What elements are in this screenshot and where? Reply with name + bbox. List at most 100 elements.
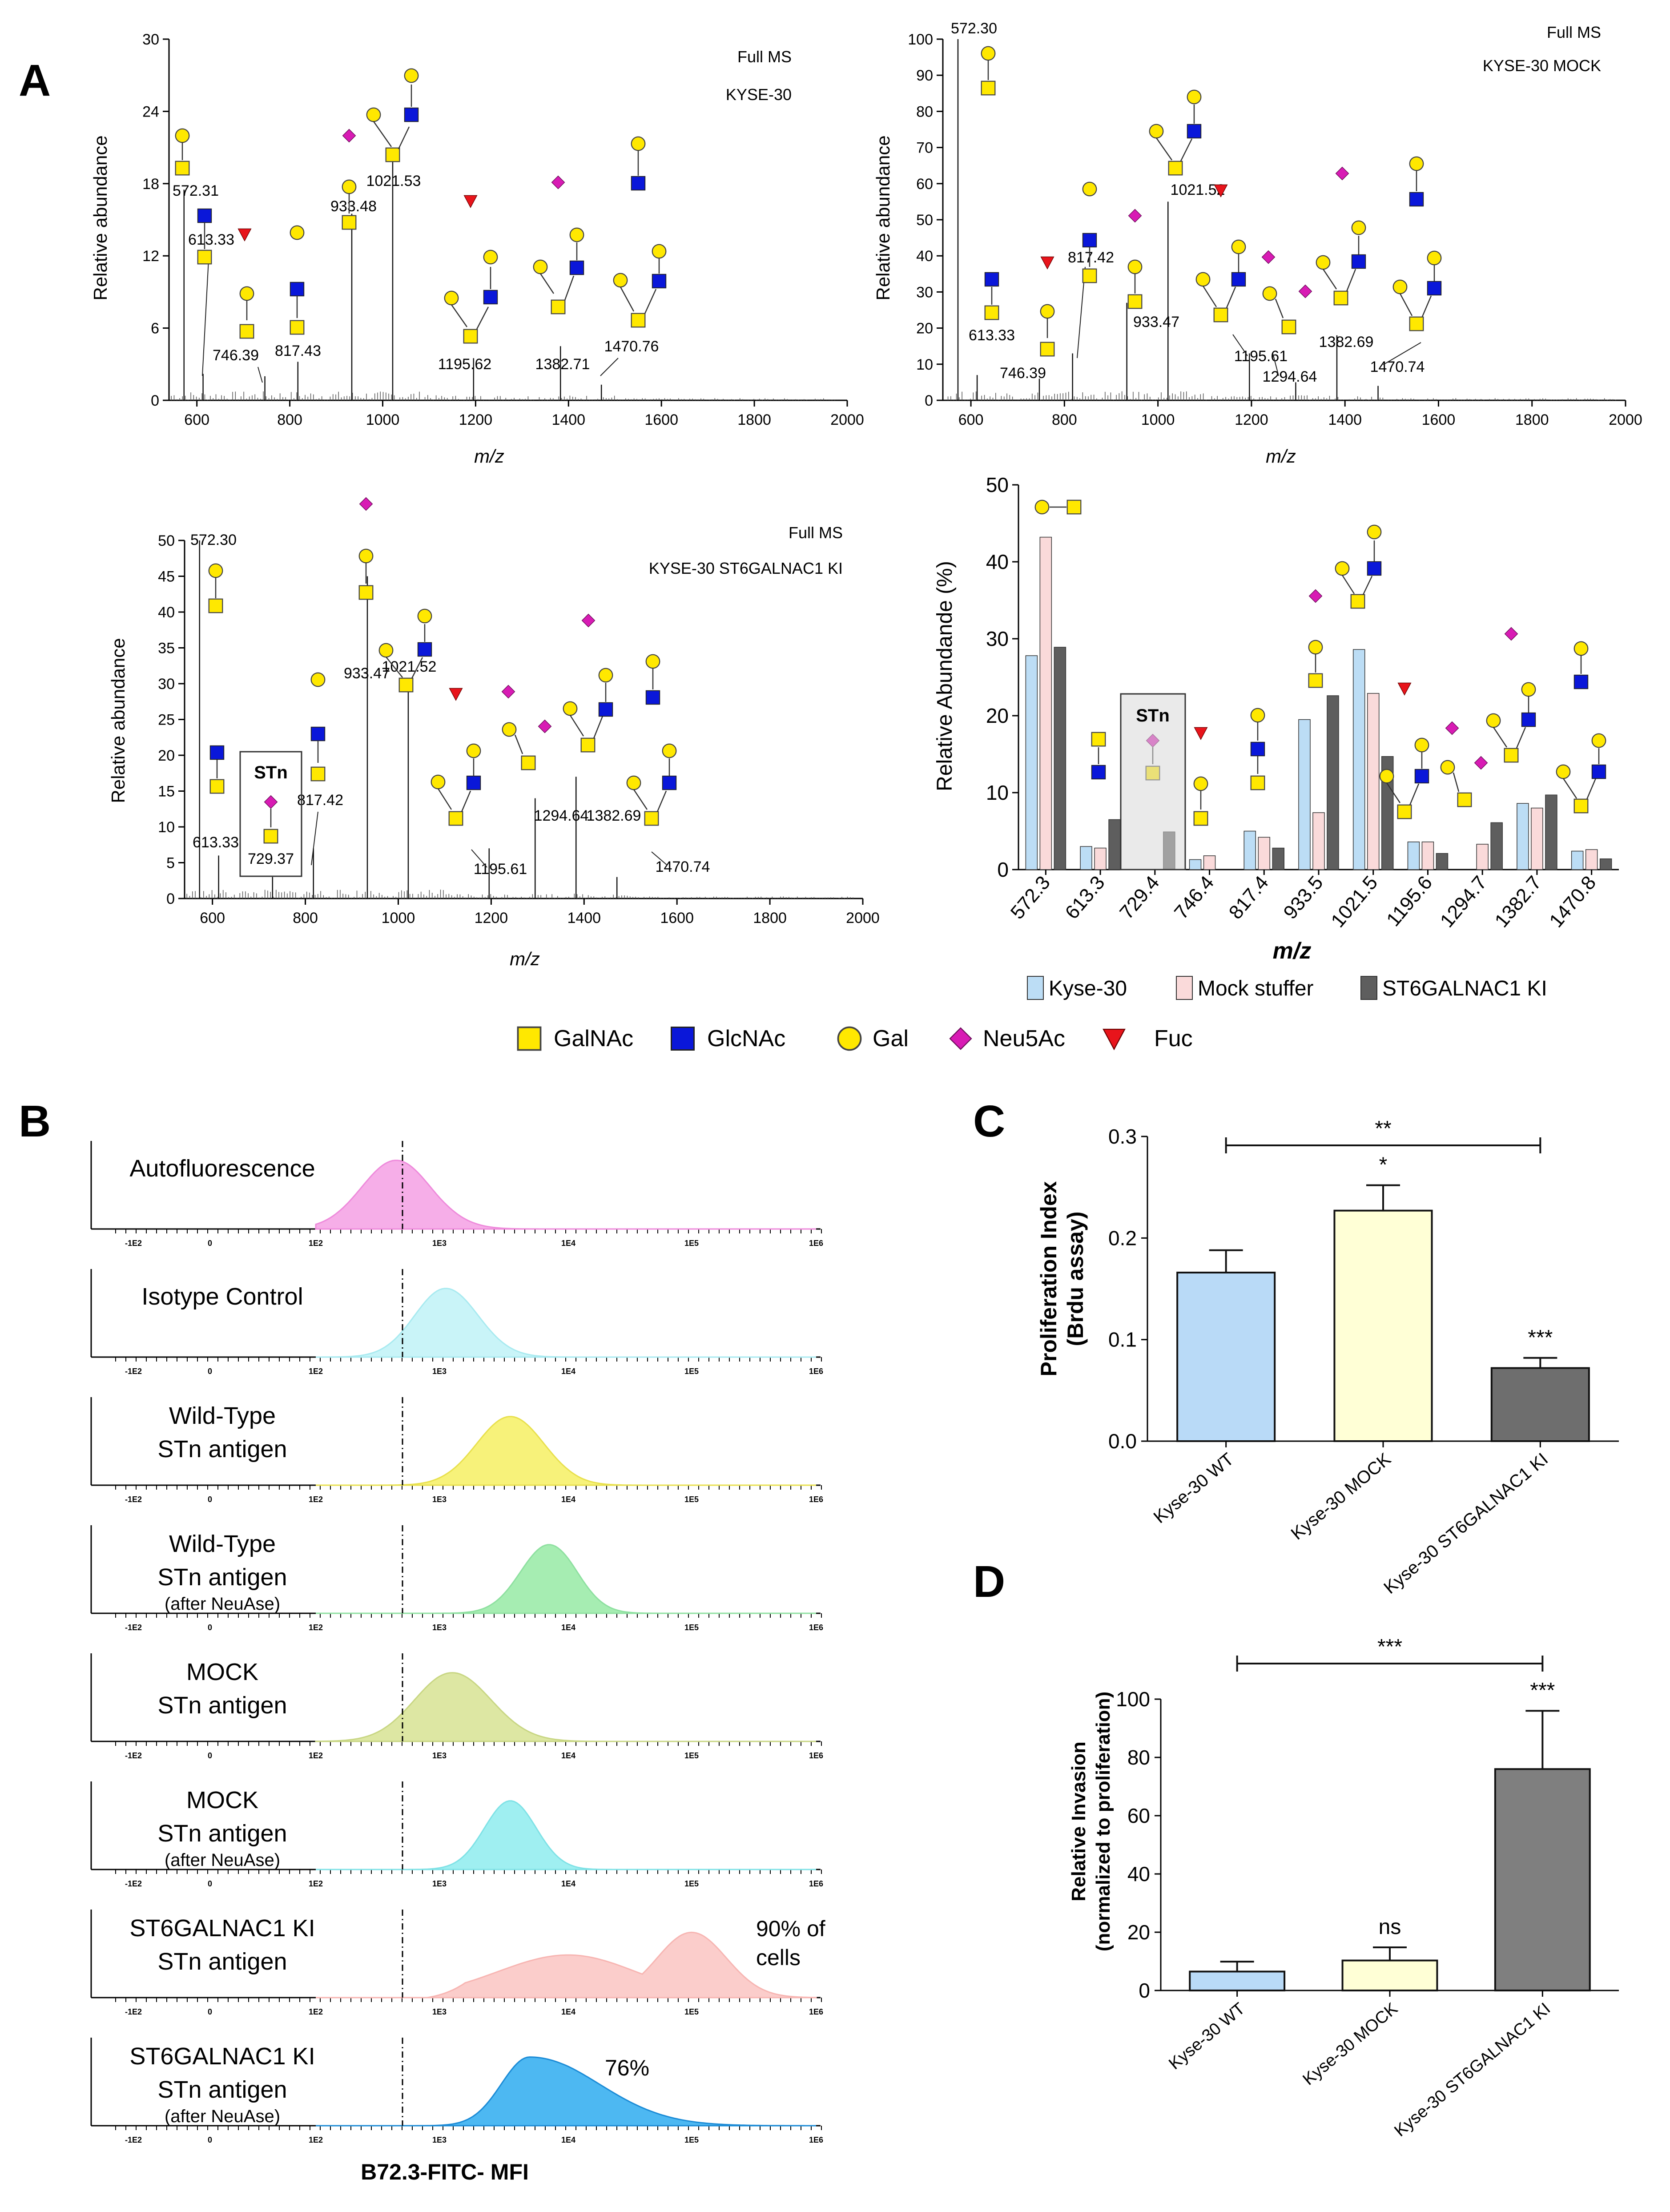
flow-row: -1E2 0 1E2 1E3 1E4 1E5 1E6 Isotype Control — [90, 1269, 823, 1376]
ms-peak-label: 1382.69 — [1319, 334, 1374, 351]
panel-label-a: A — [19, 56, 51, 105]
ms-x-tick-label: 1800 — [753, 910, 787, 927]
galnac-square-icon — [463, 329, 478, 344]
abund-x-tick-label: 1195.6 — [1382, 872, 1437, 931]
galnac-square-icon — [1333, 290, 1348, 306]
glycan-link — [411, 657, 423, 679]
ms3-subtitle: KYSE-30 ST6GALNAC1 KI — [649, 559, 843, 577]
bar — [1494, 1768, 1591, 1991]
glycan-link — [476, 306, 489, 330]
fucose-triangle-icon — [463, 195, 478, 208]
abund-x-tick-label: 729.4 — [1115, 872, 1163, 923]
flow-row-label: STn antigen — [157, 1436, 287, 1463]
ms-peak-pointer — [202, 251, 209, 376]
flow-row-label: STn antigen — [157, 1564, 287, 1591]
neu5ac-diamond-icon — [264, 795, 278, 809]
glcnac-square-icon — [1250, 741, 1265, 757]
ms-peak-pointer — [1383, 342, 1421, 365]
gal-circle-icon — [533, 259, 548, 274]
glycan-link — [539, 273, 555, 294]
flow-row: -1E2 0 1E2 1E3 1E4 1E5 1E6 MOCK STn antigen — [90, 1653, 823, 1760]
bar-y-tick-label: 20 — [1127, 1921, 1150, 1944]
ms-peak-label: 817.43 — [275, 342, 321, 359]
ms-y-tick-label: 20 — [158, 747, 175, 764]
ms-x-tick-label: 1200 — [475, 910, 508, 927]
gal-circle-icon — [1573, 641, 1589, 656]
flow-row-sublabel: (after NeuAse) — [165, 2107, 280, 2126]
ms-y-tick-label: 70 — [916, 140, 933, 157]
flow-row-label: Isotype Control — [141, 1283, 303, 1310]
legend-glcnac-label: GlcNAc — [707, 1026, 785, 1052]
gal-circle-icon — [569, 227, 584, 242]
glcnac-square-icon — [1187, 124, 1202, 139]
galnac-square-icon — [551, 299, 566, 314]
flow-x-tick-label: 1E5 — [684, 1367, 699, 1376]
ms-spectrum-mock: 0 10 20 30 40 50 60 70 80 90 100 600 800 1000 1200 1400… — [873, 20, 1642, 467]
glcnac-square-icon — [1367, 561, 1382, 576]
panel-label-d: D — [973, 1557, 1005, 1607]
gal-circle-icon — [631, 136, 646, 151]
ms-peak-label: 572.31 — [173, 182, 219, 199]
galnac-square-icon — [1409, 316, 1424, 331]
bar-y-tick-label: 0.3 — [1108, 1125, 1137, 1148]
legend-label-mock: Mock stuffer — [1198, 977, 1314, 1000]
gal-circle-icon — [1409, 156, 1424, 171]
glcnac-square-icon — [1351, 254, 1366, 269]
flow-histogram — [316, 1800, 816, 1870]
gal-circle-icon — [1231, 239, 1246, 254]
abund-bar — [1517, 803, 1529, 870]
significance-bracket-label: *** — [1377, 1635, 1402, 1659]
galnac-square-icon — [1250, 775, 1265, 790]
fucose-triangle-icon — [1040, 256, 1054, 270]
panel-label-b: B — [19, 1096, 51, 1146]
abund-x-tick-label: 572.3 — [1006, 872, 1054, 923]
flow-row: -1E2 0 1E2 1E3 1E4 1E5 1E6 ST6GALNAC1 KI STn ant… — [90, 2038, 823, 2144]
ms-y-tick-label: 10 — [916, 356, 933, 373]
abund-bar — [1108, 819, 1121, 870]
glcnac-square-icon — [483, 290, 498, 305]
flow-x-tick-label: 1E6 — [809, 1495, 823, 1504]
gal-circle-icon — [1335, 561, 1350, 576]
gal-circle-icon — [417, 608, 432, 624]
flow-x-tick-label: 1E5 — [684, 2135, 699, 2144]
flow-x-tick-label: -1E2 — [125, 2135, 142, 2144]
flow-x-tick-label: 1E4 — [561, 1751, 575, 1760]
glcnac-square-icon — [662, 775, 677, 790]
flow-x-tick-label: 0 — [208, 1751, 212, 1760]
glycan-link — [1453, 772, 1460, 792]
glcnac-square-icon — [290, 282, 305, 297]
gal-circle-icon — [366, 107, 381, 122]
galnac-square-icon — [1193, 811, 1208, 826]
abund-bar — [1203, 855, 1216, 870]
abund-y-tick-label: 30 — [986, 627, 1009, 650]
galnac-square-icon — [984, 305, 999, 320]
flow-x-tick-label: 1E5 — [684, 1239, 699, 1248]
flow-x-tick-label: 1E2 — [309, 2135, 323, 2144]
stn-box-ms3-label: STn — [254, 763, 288, 782]
ms-peak-label: 933.48 — [330, 198, 377, 215]
significance-label: ns — [1379, 1915, 1401, 1939]
gal-circle-icon — [981, 46, 996, 61]
ms1-title: Full MS — [737, 48, 792, 66]
ms-peak-label: 572.30 — [190, 532, 237, 548]
flow-x-tick-label: -1E2 — [125, 2007, 142, 2016]
glycan-link — [1341, 575, 1355, 594]
flow-row: -1E2 0 1E2 1E3 1E4 1E5 1E6 Wild-Type STn antigen… — [90, 1525, 823, 1632]
flow-row-label: Autofluorescence — [129, 1155, 315, 1182]
ms-x-tick-label: 1800 — [1515, 411, 1549, 428]
abund-x-tick-label: 613.3 — [1061, 872, 1109, 923]
galnac-square-icon — [580, 737, 596, 753]
bar-y-tick-label: 40 — [1127, 1862, 1150, 1886]
glcnac-square-icon — [466, 775, 481, 790]
gal-circle-icon — [1414, 737, 1429, 753]
abund-bar — [1407, 841, 1420, 870]
ms-y-tick-label: 25 — [158, 712, 175, 729]
galnac-square-icon — [209, 779, 225, 794]
ms-peak-label: 1382.69 — [587, 807, 641, 824]
neu5ac-diamond-icon — [581, 613, 596, 628]
ms-peak-label: 613.33 — [193, 834, 239, 851]
glycan-link — [1409, 783, 1420, 806]
flow-x-tick-label: -1E2 — [125, 1495, 142, 1504]
neu5ac-diamond-icon — [1474, 756, 1488, 770]
blue-square-icon — [671, 1027, 695, 1051]
